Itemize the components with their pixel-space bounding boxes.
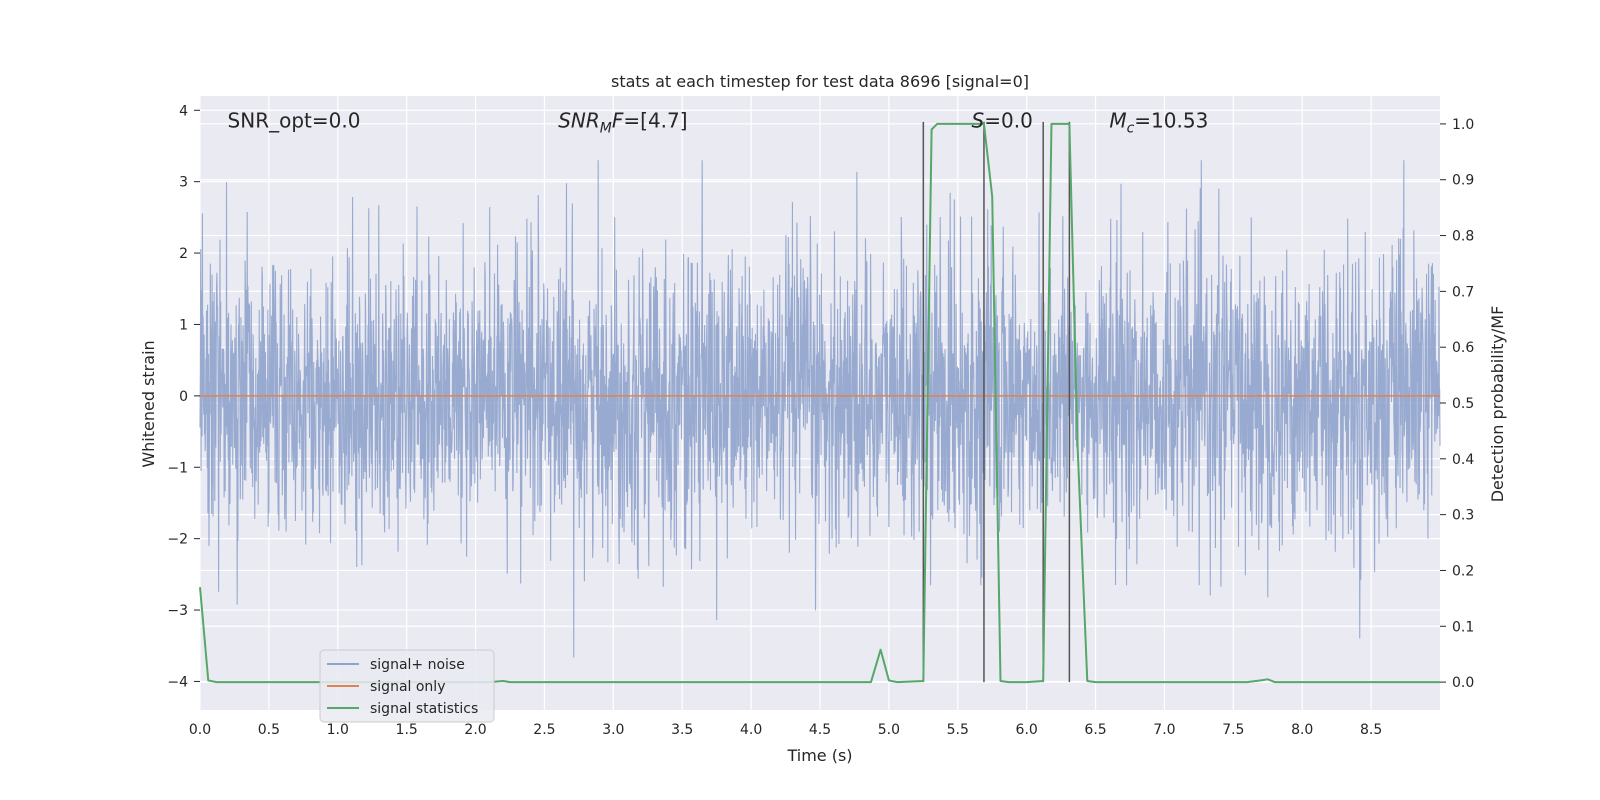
x-tick-label-10: 5.0 — [878, 722, 900, 738]
y-left-tick-label-6: −2 — [167, 532, 188, 548]
vertical-markers — [922, 121, 1071, 683]
x-tick-label-2: 1.0 — [327, 722, 349, 738]
x-tick-label-4: 2.0 — [464, 722, 486, 738]
y-left-tick-label-7: −3 — [167, 603, 188, 619]
y-left-axis-label: Whitened strain — [139, 340, 158, 467]
y-left-tick-label-2: 2 — [179, 246, 188, 262]
y-left-tick-label-3: 1 — [179, 317, 188, 333]
y-right-axis-label: Detection probability/MF — [1488, 306, 1507, 503]
y-left-axis-ticks: 4 3 2 1 0 −1 −2 −3 −4 — [167, 103, 200, 690]
x-tick-label-17: 8.5 — [1360, 722, 1382, 738]
y-right-tick-label-4: 0.6 — [1452, 340, 1474, 356]
y-right-tick-label-3: 0.7 — [1452, 284, 1474, 300]
legend-box — [319, 649, 495, 723]
y-right-tick-label-7: 0.3 — [1452, 508, 1474, 524]
legend-label-signal-statistics: signal statistics — [370, 701, 478, 717]
y-left-tick-label-0: 4 — [179, 103, 188, 119]
legend-label-signal-only: signal only — [370, 679, 445, 695]
x-tick-label-9: 4.5 — [809, 722, 831, 738]
x-tick-label-5: 2.5 — [533, 722, 555, 738]
y-left-tick-label-1: 3 — [179, 175, 188, 191]
y-right-tick-label-5: 0.5 — [1452, 396, 1474, 412]
y-left-tick-label-8: −4 — [167, 674, 188, 690]
y-left-tick-label-4: 0 — [179, 389, 188, 405]
x-tick-label-13: 6.5 — [1084, 722, 1106, 738]
chart-title: stats at each timestep for test data 869… — [611, 72, 1029, 91]
y-left-tick-label-5: −1 — [167, 460, 188, 476]
y-right-tick-label-6: 0.4 — [1452, 452, 1474, 468]
x-tick-label-14: 7.0 — [1153, 722, 1175, 738]
y-right-tick-label-1: 0.9 — [1452, 173, 1474, 189]
x-tick-label-12: 6.0 — [1016, 722, 1038, 738]
y-right-tick-label-8: 0.2 — [1452, 563, 1474, 579]
x-tick-label-16: 8.0 — [1291, 722, 1313, 738]
x-axis-ticks: 0.0 0.5 1.0 1.5 2.0 2.5 3.0 3.5 4.0 4.5 5.0 5.5 6.0 6… — [189, 722, 1382, 738]
x-tick-label-11: 5.5 — [947, 722, 969, 738]
annotation-2: S=0.0 — [972, 108, 1033, 132]
annotation-3: Mc=10.53 — [1109, 108, 1208, 136]
annotations: SNR_opt=0.0 SNRMF=[4.7] S=0.0 Mc=10.53 — [228, 108, 1209, 136]
x-tick-label-8: 4.0 — [740, 722, 762, 738]
x-tick-label-7: 3.5 — [671, 722, 693, 738]
x-tick-label-3: 1.5 — [396, 722, 418, 738]
y-right-tick-label-9: 0.1 — [1452, 619, 1474, 635]
legend-label-signal-noise: signal+ noise — [370, 657, 465, 673]
annotation-0: SNR_opt=0.0 — [228, 108, 361, 132]
x-tick-label-0: 0.0 — [189, 722, 211, 738]
x-tick-label-15: 7.5 — [1222, 722, 1244, 738]
x-axis-label: Time (s) — [786, 746, 852, 765]
x-tick-label-6: 3.0 — [602, 722, 624, 738]
legend: signal+ noise signal only signal statist… — [319, 649, 495, 723]
y-right-tick-label-0: 1.0 — [1452, 117, 1474, 133]
y-right-axis-ticks: 1.0 0.9 0.8 0.7 0.6 0.5 0.4 0.3 0.2 0.1 0.0 — [1440, 117, 1474, 691]
annotation-1: SNRMF=[4.7] — [558, 108, 687, 136]
x-tick-label-1: 0.5 — [258, 722, 280, 738]
y-right-tick-label-10: 0.0 — [1452, 675, 1474, 691]
y-right-tick-label-2: 0.8 — [1452, 229, 1474, 245]
